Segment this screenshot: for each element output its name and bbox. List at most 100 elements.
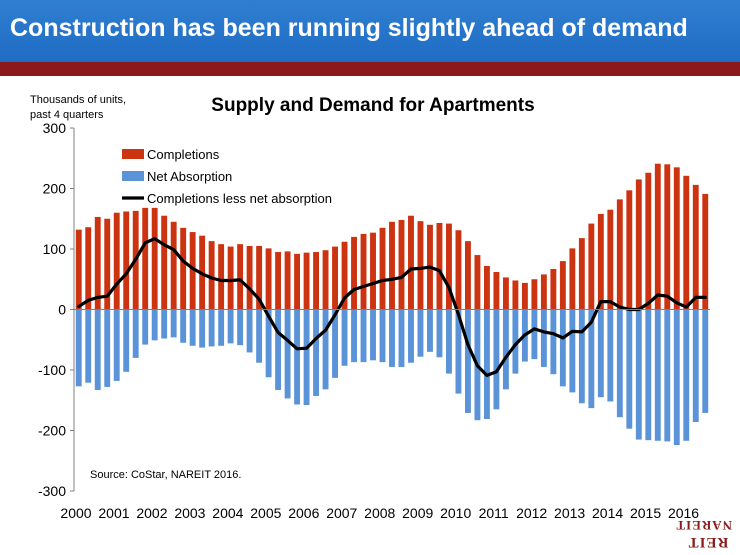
net-line-layer bbox=[77, 237, 707, 377]
net-point bbox=[619, 306, 621, 308]
completions-bar bbox=[389, 221, 395, 310]
y-tick-label: 0 bbox=[58, 302, 66, 318]
net-absorption-bar bbox=[483, 309, 490, 420]
logo-text-bottom: NAREIT bbox=[675, 518, 732, 533]
net-point bbox=[201, 273, 203, 275]
completions-bar bbox=[664, 164, 671, 310]
net-absorption-bar bbox=[645, 309, 652, 441]
x-tick-labels: 2000 2001 2002 2003 2004 2005 2006 2007 2008 2009… bbox=[60, 505, 699, 521]
net-absorption-bar bbox=[389, 309, 395, 367]
x-tick-label: 2007 bbox=[326, 505, 357, 521]
completions-bar bbox=[322, 250, 329, 310]
completions-bar bbox=[417, 221, 424, 310]
net-point bbox=[429, 266, 431, 268]
completions-bar bbox=[408, 215, 414, 310]
legend-label-completions: Completions bbox=[147, 147, 220, 162]
net-absorption-bar bbox=[180, 309, 187, 343]
net-point bbox=[543, 331, 545, 333]
completions-bar bbox=[531, 279, 538, 310]
net-absorption-bar bbox=[626, 309, 633, 429]
net-absorption-bar bbox=[597, 309, 604, 398]
net-absorption-bar bbox=[607, 309, 614, 402]
net-absorption-bar bbox=[493, 309, 500, 410]
completions-bar bbox=[683, 175, 690, 310]
net-point bbox=[695, 296, 697, 298]
x-tick-label: 2009 bbox=[402, 505, 433, 521]
x-tick-label: 2001 bbox=[98, 505, 129, 521]
slide-title: Construction has been running slightly a… bbox=[10, 14, 688, 42]
net-point bbox=[163, 244, 165, 246]
completions-bar bbox=[284, 251, 291, 310]
net-point bbox=[277, 331, 279, 334]
net-absorption-bar bbox=[322, 309, 329, 390]
completions-bar bbox=[502, 277, 509, 310]
legend-swatch-net-absorption bbox=[122, 171, 144, 181]
net-absorption-bar bbox=[635, 309, 642, 440]
net-point bbox=[533, 328, 535, 330]
net-point bbox=[657, 294, 659, 296]
net-absorption-bar bbox=[218, 309, 225, 346]
net-point bbox=[353, 288, 355, 291]
net-point bbox=[552, 333, 554, 335]
net-absorption-bar bbox=[692, 309, 699, 423]
net-absorption-bar bbox=[379, 309, 386, 363]
net-point bbox=[419, 267, 422, 269]
completions-bar bbox=[626, 190, 633, 310]
completions-bar bbox=[616, 199, 623, 310]
net-absorption-bar bbox=[75, 309, 82, 387]
completions-bar bbox=[540, 274, 547, 310]
completions-bar bbox=[189, 232, 196, 310]
net-point bbox=[704, 296, 706, 298]
net-absorption-bar bbox=[170, 309, 177, 338]
legend-swatch-completions bbox=[122, 149, 144, 159]
legend-label-net-line: Completions less net absorption bbox=[147, 191, 332, 206]
net-point bbox=[296, 348, 298, 350]
x-tick-label: 2005 bbox=[250, 505, 281, 521]
net-point bbox=[571, 330, 573, 332]
completions-bar bbox=[265, 248, 272, 310]
net-point bbox=[305, 347, 308, 349]
net-point bbox=[362, 285, 365, 288]
net-point bbox=[154, 238, 156, 240]
net-point bbox=[438, 270, 441, 272]
net-absorption-bar bbox=[502, 309, 509, 390]
net-point bbox=[220, 279, 222, 282]
completions-bar bbox=[464, 241, 471, 310]
net-absorption-bar bbox=[427, 309, 433, 352]
net-absorption-bar bbox=[398, 309, 405, 367]
x-tick-label: 2012 bbox=[516, 505, 547, 521]
net-point bbox=[495, 371, 498, 373]
net-point bbox=[343, 297, 346, 299]
net-point bbox=[524, 334, 526, 336]
net-absorption-bar bbox=[654, 309, 661, 441]
net-point bbox=[144, 242, 146, 244]
net-point bbox=[97, 296, 99, 298]
y-tick-label: -100 bbox=[38, 362, 66, 378]
banner-stripe bbox=[0, 62, 740, 76]
net-point bbox=[457, 313, 460, 315]
net-point bbox=[334, 314, 336, 316]
net-point bbox=[514, 343, 517, 346]
net-absorption-bar bbox=[370, 309, 376, 361]
net-absorption-bar bbox=[294, 309, 301, 405]
net-absorption-bar bbox=[237, 309, 244, 346]
net-point bbox=[476, 365, 479, 367]
net-absorption-bar bbox=[588, 309, 595, 409]
net-point bbox=[685, 306, 687, 308]
net-point bbox=[267, 315, 270, 317]
net-point bbox=[249, 288, 251, 290]
y-tick-label: 100 bbox=[43, 241, 67, 257]
y-axis-title: Thousands of units, past 4 quarters bbox=[30, 94, 126, 121]
net-point bbox=[125, 273, 127, 275]
net-point bbox=[135, 258, 137, 260]
x-tick-label: 2013 bbox=[554, 505, 585, 521]
y-axis-title-line2: past 4 quarters bbox=[30, 109, 104, 121]
completions-bar bbox=[142, 207, 149, 310]
net-absorption-bar bbox=[132, 309, 139, 358]
net-absorption-bar bbox=[616, 309, 623, 418]
net-point bbox=[391, 278, 393, 280]
net-absorption-bar bbox=[313, 309, 320, 397]
net-point bbox=[116, 283, 118, 285]
net-absorption-bar bbox=[341, 309, 348, 366]
